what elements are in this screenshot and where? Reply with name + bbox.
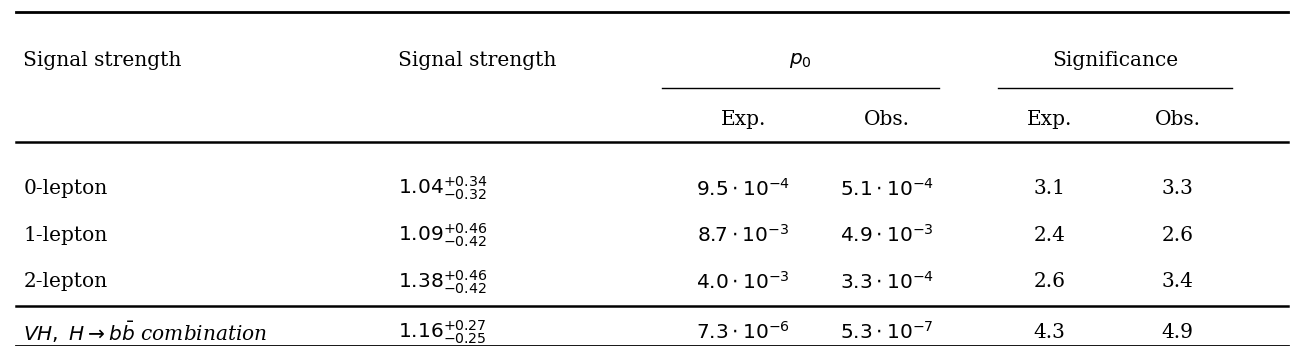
Text: Exp.: Exp. xyxy=(721,110,765,129)
Text: $4.9 \cdot 10^{-3}$: $4.9 \cdot 10^{-3}$ xyxy=(840,224,934,246)
Text: 3.4: 3.4 xyxy=(1162,273,1193,291)
Text: 1-lepton: 1-lepton xyxy=(23,226,108,245)
Text: 2.4: 2.4 xyxy=(1034,226,1065,245)
Text: Significance: Significance xyxy=(1052,51,1178,70)
Text: 2.6: 2.6 xyxy=(1034,273,1065,291)
Text: $5.3 \cdot 10^{-7}$: $5.3 \cdot 10^{-7}$ xyxy=(840,321,934,343)
Text: Exp.: Exp. xyxy=(1028,110,1072,129)
Text: 4.3: 4.3 xyxy=(1034,323,1065,342)
Text: $1.09^{+0.46}_{-0.42}$: $1.09^{+0.46}_{-0.42}$ xyxy=(398,221,486,249)
Text: 0-lepton: 0-lepton xyxy=(23,179,108,198)
Text: $5.1 \cdot 10^{-4}$: $5.1 \cdot 10^{-4}$ xyxy=(840,177,934,200)
Text: $VH,\ H \rightarrow b\bar{b}$ combination: $VH,\ H \rightarrow b\bar{b}$ combinatio… xyxy=(23,320,267,345)
Text: 3.3: 3.3 xyxy=(1162,179,1193,198)
Text: $1.16^{+0.27}_{-0.25}$: $1.16^{+0.27}_{-0.25}$ xyxy=(398,318,486,346)
Text: 4.9: 4.9 xyxy=(1162,323,1193,342)
Text: $p_0$: $p_0$ xyxy=(789,51,812,70)
Text: Obs.: Obs. xyxy=(863,110,910,129)
Text: Obs.: Obs. xyxy=(1154,110,1201,129)
Text: $3.3 \cdot 10^{-4}$: $3.3 \cdot 10^{-4}$ xyxy=(840,271,934,293)
Text: $1.04^{+0.34}_{-0.32}$: $1.04^{+0.34}_{-0.32}$ xyxy=(398,175,488,202)
Text: Signal strength: Signal strength xyxy=(23,51,181,70)
Text: $8.7 \cdot 10^{-3}$: $8.7 \cdot 10^{-3}$ xyxy=(698,224,789,246)
Text: $1.38^{+0.46}_{-0.42}$: $1.38^{+0.46}_{-0.42}$ xyxy=(398,268,486,296)
Text: $7.3 \cdot 10^{-6}$: $7.3 \cdot 10^{-6}$ xyxy=(696,321,790,343)
Text: $4.0 \cdot 10^{-3}$: $4.0 \cdot 10^{-3}$ xyxy=(696,271,790,293)
Text: 3.1: 3.1 xyxy=(1034,179,1065,198)
Text: Signal strength: Signal strength xyxy=(398,51,556,70)
Text: 2.6: 2.6 xyxy=(1162,226,1193,245)
Text: 2-lepton: 2-lepton xyxy=(23,273,108,291)
Text: $9.5 \cdot 10^{-4}$: $9.5 \cdot 10^{-4}$ xyxy=(696,177,790,200)
